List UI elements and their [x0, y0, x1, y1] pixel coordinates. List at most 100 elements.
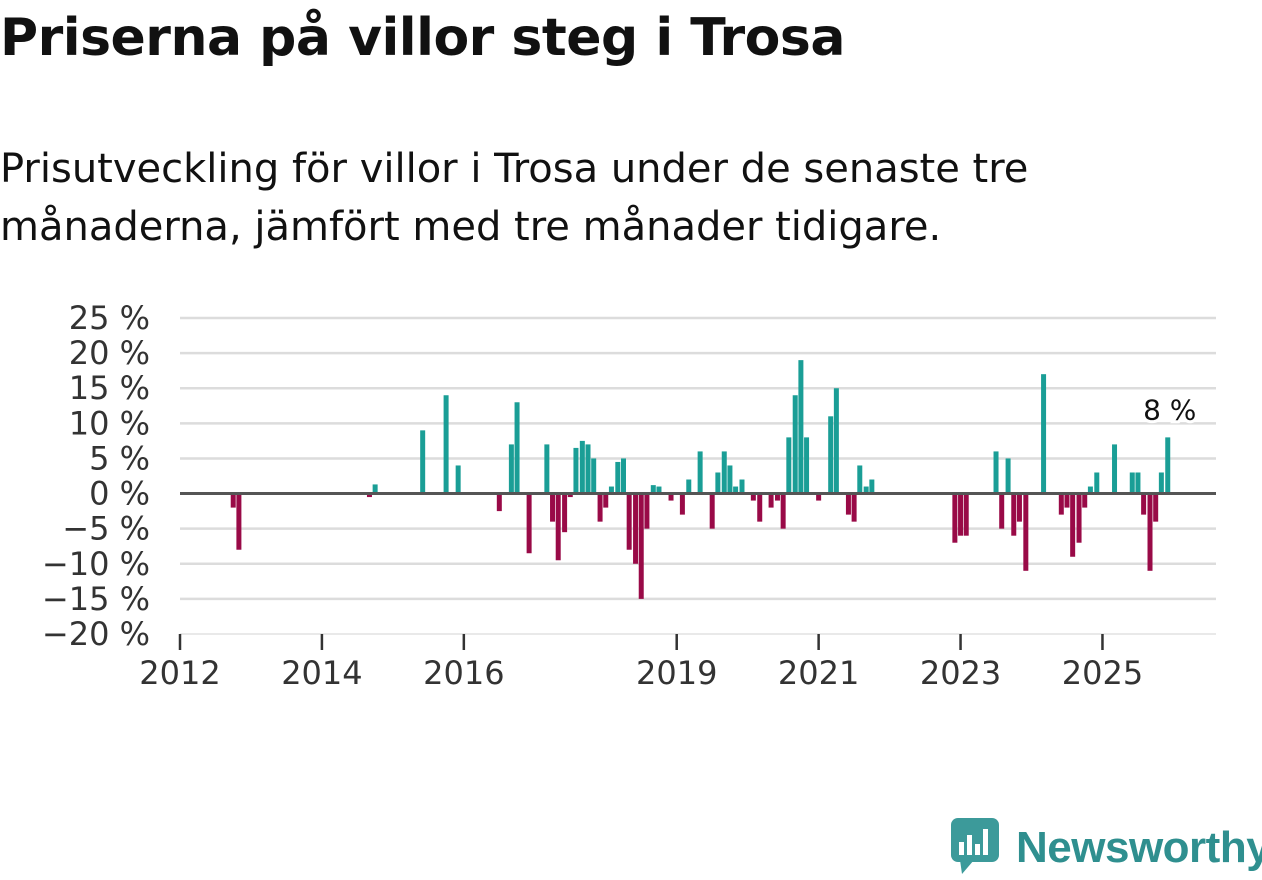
bar	[1087, 486, 1093, 494]
bar	[739, 479, 745, 494]
data-label-last-value: 8 %	[1143, 393, 1196, 426]
bar	[1064, 493, 1070, 508]
bar	[514, 402, 520, 494]
bar	[591, 458, 597, 494]
bar	[585, 444, 591, 494]
bar	[715, 472, 721, 494]
bar	[1023, 493, 1029, 571]
bar	[1070, 493, 1076, 557]
bar	[958, 493, 964, 536]
bar	[650, 485, 656, 494]
bar	[774, 493, 780, 501]
tick-labels: 25 %20 %15 %10 %5 %0 %−5 %−10 %−15 %−20 …	[42, 299, 1200, 692]
x-tick-label: 2012	[139, 654, 220, 692]
bar	[597, 493, 603, 522]
bar	[804, 437, 810, 494]
bar	[733, 486, 739, 494]
bar	[697, 451, 703, 494]
bar	[579, 440, 585, 494]
bar	[1165, 437, 1171, 494]
axes	[178, 492, 1216, 650]
y-tick-label: −5 %	[62, 510, 150, 548]
bar	[1082, 493, 1088, 508]
y-tick-label: −20 %	[42, 615, 150, 653]
y-tick-label: 10 %	[69, 404, 150, 442]
bar	[573, 447, 579, 494]
bar	[757, 493, 763, 522]
bar	[668, 493, 674, 501]
bar	[999, 493, 1005, 529]
y-tick-label: 5 %	[89, 439, 150, 477]
bar	[366, 493, 372, 498]
bar	[1112, 444, 1118, 494]
bar	[833, 388, 839, 494]
bar	[1016, 493, 1022, 522]
bar	[420, 430, 426, 494]
bar	[620, 458, 626, 494]
bar	[1058, 493, 1064, 515]
bar	[603, 493, 609, 508]
bar	[656, 486, 662, 494]
bar-chart: 25 %20 %15 %10 %5 %0 %−5 %−10 %−15 %−20 …	[42, 299, 1216, 692]
bar	[626, 493, 632, 550]
y-tick-label: 0 %	[89, 475, 150, 513]
bar	[721, 451, 727, 494]
bar	[1147, 493, 1153, 571]
bar	[869, 479, 875, 494]
chart-title: Priserna på villor steg i Trosa	[0, 8, 845, 68]
y-tick-label: 15 %	[69, 369, 150, 407]
bar	[1135, 472, 1141, 494]
x-tick-label: 2016	[423, 654, 504, 692]
bar	[526, 493, 532, 554]
y-tick-label: 20 %	[69, 334, 150, 372]
bar	[679, 493, 685, 515]
bar	[768, 493, 774, 508]
bar	[372, 484, 378, 494]
x-tick-label: 2025	[1062, 654, 1143, 692]
bar	[863, 486, 869, 494]
brand-name: Newsworthy	[1016, 823, 1262, 872]
y-tick-label: −15 %	[42, 580, 150, 618]
bar	[1153, 493, 1159, 522]
bar	[550, 493, 556, 522]
bar	[562, 493, 568, 533]
bar	[567, 493, 573, 498]
bar	[1158, 472, 1164, 494]
bar	[851, 493, 857, 522]
bar	[792, 395, 798, 494]
bar	[633, 493, 639, 564]
bar	[828, 416, 834, 494]
bar	[1129, 472, 1135, 494]
bar	[443, 395, 449, 494]
bar	[455, 465, 461, 494]
brand-logo: Newsworthy	[950, 818, 1262, 878]
bar	[963, 493, 969, 536]
bar	[709, 493, 715, 529]
bar	[727, 465, 733, 494]
y-tick-label: −10 %	[42, 545, 150, 583]
x-tick-label: 2014	[281, 654, 362, 692]
bar	[608, 486, 614, 494]
bar	[508, 444, 514, 494]
y-tick-label: 25 %	[69, 299, 150, 337]
bar	[1041, 374, 1047, 494]
bar	[230, 493, 236, 508]
x-tick-label: 2023	[920, 654, 1001, 692]
bar	[1011, 493, 1017, 536]
bar	[845, 493, 851, 515]
bar	[644, 493, 650, 529]
bar	[798, 360, 804, 494]
bar	[1076, 493, 1082, 543]
chart-subtitle: Prisutveckling för villor i Trosa under …	[0, 146, 1029, 250]
bar	[750, 493, 756, 501]
x-tick-label: 2019	[636, 654, 717, 692]
bar	[686, 479, 692, 494]
bar	[1005, 458, 1011, 494]
bar	[1094, 472, 1100, 494]
bar	[1141, 493, 1147, 515]
bar	[638, 493, 644, 599]
bar	[555, 493, 561, 561]
bar	[816, 493, 822, 501]
bar	[786, 437, 792, 494]
bar	[236, 493, 242, 550]
